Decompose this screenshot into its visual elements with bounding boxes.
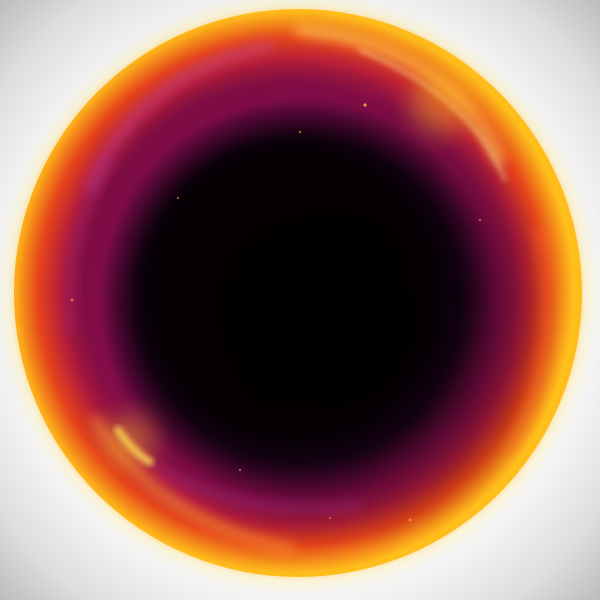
sparkle [238, 468, 242, 472]
streak-left-purple [65, 156, 114, 334]
sparkle [176, 196, 180, 200]
rim-accent-bottom-left [104, 414, 156, 466]
streak-top-right [295, 25, 505, 165]
sparkle [363, 103, 367, 107]
orb-core-shadow [100, 90, 560, 550]
sparkle [408, 518, 412, 522]
streak-top-left-purple [85, 40, 275, 195]
sparkle [298, 130, 302, 134]
sparkle [70, 298, 74, 302]
streak-right-red [506, 226, 551, 454]
rim-accent-top-right [410, 75, 470, 135]
streak-bottom-purple [157, 467, 363, 512]
sparkle [478, 218, 482, 222]
orb-rim [14, 9, 582, 577]
sparkle [328, 516, 332, 520]
orb-details [20, 20, 580, 577]
orb-halo [7, 2, 589, 584]
